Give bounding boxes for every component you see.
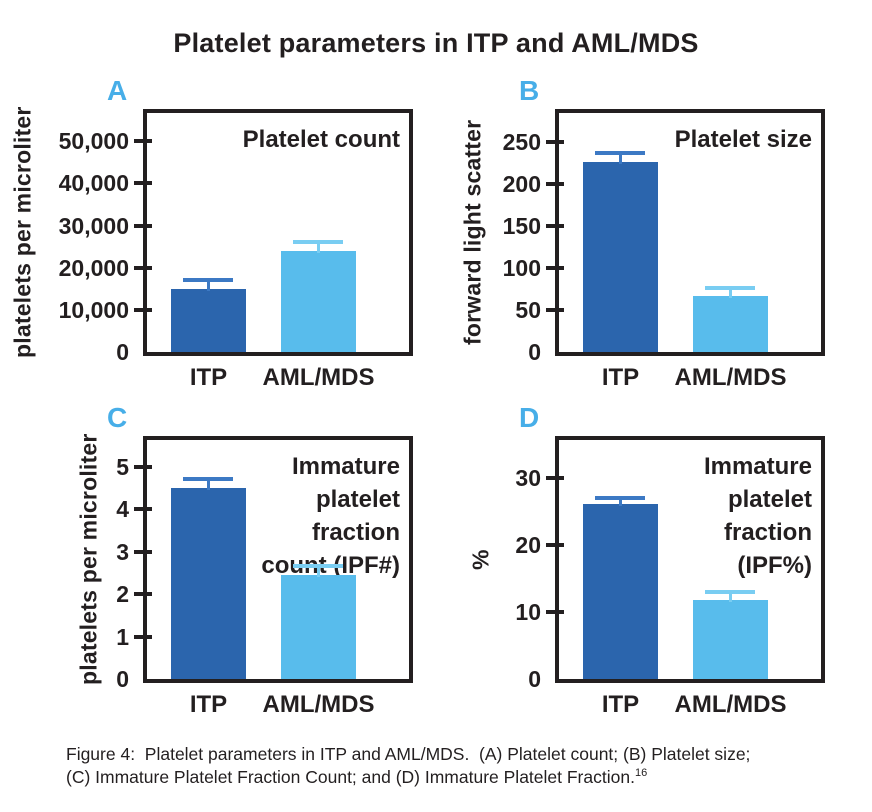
x-category-label: ITP [601,691,640,718]
error-bar-cap [183,278,233,283]
bar-itp [583,504,658,679]
y-tick-label: 20,000 [58,254,129,281]
y-tick-label: 2 [116,581,129,608]
y-tick-label: 250 [502,128,541,155]
plot-title: Immature platelet fraction count (IPF#) [261,453,400,579]
caption-line-2: (C) Immature Platelet Fraction Count; an… [66,766,750,789]
bar-aml-mds [693,599,768,679]
y-tick-mark [134,223,152,228]
plot-area: Immature platelet fraction (IPF%) [546,436,825,683]
error-bar-cap [705,286,755,291]
y-tick-label: 50,000 [58,128,129,155]
x-category-label: AML/MDS [674,364,787,391]
error-bar-cap [183,477,233,482]
error-bar-stem [729,590,732,602]
error-bar-cap [595,150,645,155]
bar-itp [171,288,246,352]
y-tick-label: 0 [116,339,129,365]
y-tick-mark [546,307,564,312]
y-tick-label: 0 [116,666,129,692]
y-tick-label: 30 [515,464,541,491]
plot-title: Platelet size [674,126,812,153]
x-category-label: ITP [601,364,640,391]
y-tick-label: 0 [528,666,541,692]
panel-letter: B [519,75,540,106]
y-tick-label: 200 [502,170,541,197]
x-category-label: AML/MDS [674,691,787,718]
y-tick-mark [546,609,564,614]
bar-aml-mds [281,575,356,679]
y-tick-mark [546,542,564,547]
panel-letter: D [519,402,540,433]
y-tick-mark [546,181,564,186]
bar-aml-mds [281,250,356,352]
x-category-label: ITP [189,691,228,718]
y-tick-label: 20 [515,531,541,558]
y-tick-mark [546,475,564,480]
x-category-label: AML/MDS [262,364,375,391]
y-tick-mark [134,139,152,144]
y-tick-mark [546,139,564,144]
caption-reference-number: 16 [634,767,648,780]
plot-area: Platelet count [134,109,413,356]
bar-itp [171,487,246,679]
error-bar-stem [207,477,210,490]
y-tick-mark [134,507,152,512]
error-bar-cap [293,564,343,569]
error-bar-stem [317,240,320,253]
y-tick-label: 3 [116,538,129,565]
y-tick-label: 5 [116,453,129,480]
plot-title: Platelet count [242,126,400,153]
panel-letter: A [107,75,128,106]
figure-title: Platelet parameters in ITP and AML/MDS [173,28,699,58]
y-tick-mark [134,265,152,270]
y-tick-label: 50 [515,296,541,323]
y-tick-mark [546,223,564,228]
y-tick-label: 100 [502,254,541,281]
error-bar-cap [705,590,755,595]
plot-area: Platelet size [546,109,825,356]
error-bar-stem [207,278,210,291]
error-bar-stem [729,286,732,298]
y-tick-label: 1 [116,623,129,650]
caption-line-2-text: (C) Immature Platelet Fraction Count; an… [66,767,635,787]
y-tick-label: 4 [116,496,129,523]
y-tick-mark [134,464,152,469]
caption-line-1: Figure 4: Platelet parameters in ITP and… [66,744,751,764]
y-tick-label: 10 [515,598,541,625]
x-category-label: AML/MDS [262,691,375,718]
error-bar-cap [595,495,645,500]
plot-title: Immature platelet fraction (IPF%) [703,453,812,579]
y-tick-mark [134,181,152,186]
y-tick-mark [546,265,564,270]
x-category-label: ITP [189,364,228,391]
y-tick-mark [134,549,152,554]
y-tick-mark [134,592,152,597]
panel-a: A platelets per microliter Platelet coun… [10,75,413,391]
bar-aml-mds [693,295,768,352]
y-tick-mark [134,307,152,312]
error-bar-stem [619,495,622,507]
error-bar-stem [317,564,320,577]
plot-area: Immature platelet fraction count (IPF#) [134,436,413,683]
error-bar-cap [293,240,343,245]
error-bar-stem [619,150,622,164]
y-tick-label: 0 [528,339,541,365]
y-tick-label: 10,000 [58,296,129,323]
y-tick-label: 150 [502,212,541,239]
panel-c: C platelets per microliter Immature plat… [76,402,413,718]
y-tick-label: 30,000 [58,212,129,239]
y-tick-label: 40,000 [58,170,129,197]
figure-caption: Figure 4: Platelet parameters in ITP and… [66,743,750,789]
bar-itp [583,161,658,352]
panel-letter: C [107,402,128,433]
y-tick-mark [134,634,152,639]
